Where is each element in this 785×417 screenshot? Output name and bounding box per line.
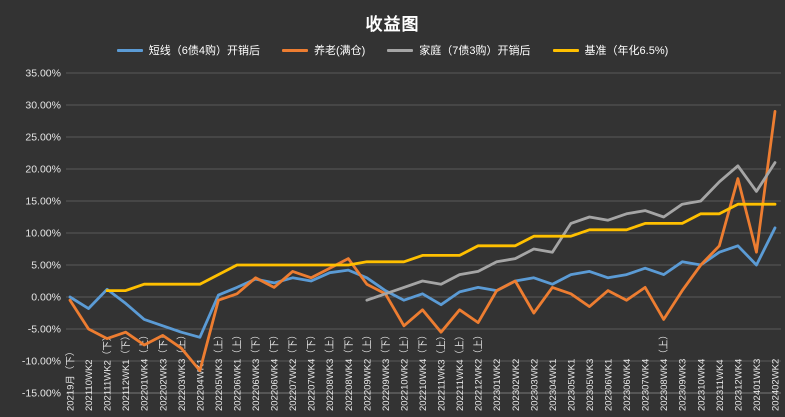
svg-text:202201WK4（上）: 202201WK4（上） bbox=[139, 330, 151, 411]
svg-text:202206WK4（下）: 202206WK4（下） bbox=[269, 330, 281, 411]
svg-text:202306WK1: 202306WK1 bbox=[604, 359, 615, 411]
svg-text:202209WK2（上）: 202209WK2（上） bbox=[361, 330, 373, 411]
svg-text:202206WK1（上）: 202206WK1（上） bbox=[231, 330, 243, 411]
svg-text:202301WK2: 202301WK2 bbox=[492, 359, 503, 411]
legend-item-short-term: 短线（6债4购）开销后 bbox=[116, 42, 260, 58]
legend-label-benchmark: 基准（年化6.5%) bbox=[584, 45, 669, 57]
svg-text:202208WK4（下）: 202208WK4（下） bbox=[343, 330, 355, 411]
svg-text:25.00%: 25.00% bbox=[25, 132, 61, 144]
svg-text:35.00%: 35.00% bbox=[25, 68, 61, 80]
svg-text:20.00%: 20.00% bbox=[25, 164, 61, 176]
svg-text:202208WK3（上）: 202208WK3（上） bbox=[324, 330, 336, 411]
svg-text:5.00%: 5.00% bbox=[31, 260, 61, 272]
svg-text:0.00%: 0.00% bbox=[31, 292, 61, 304]
svg-text:202312WK4: 202312WK4 bbox=[733, 359, 744, 411]
svg-text:202112WK1（下）: 202112WK1（下） bbox=[120, 331, 132, 411]
svg-text:202302WK2: 202302WK2 bbox=[511, 359, 522, 411]
svg-text:202209WK3（下）: 202209WK3（下） bbox=[380, 330, 392, 411]
line-chart: 35.00% 30.00% 25.00% 20.00% 15.00% 10.00% 5.00… bbox=[22, 68, 782, 412]
svg-text:202307WK4: 202307WK4 bbox=[641, 359, 652, 411]
svg-text:202402WK2: 202402WK2 bbox=[771, 359, 782, 411]
svg-text:202207WK4（下）: 202207WK4（下） bbox=[306, 330, 318, 411]
svg-text:20219月（下）: 20219月（下） bbox=[65, 347, 77, 411]
svg-text:202207WK2（下）: 202207WK2（下） bbox=[287, 330, 299, 411]
legend-swatch-pension bbox=[281, 48, 308, 52]
svg-text:202211WK3（上）: 202211WK3（上） bbox=[436, 331, 448, 411]
legend-item-pension: 养老(满仓) bbox=[281, 42, 366, 58]
svg-text:202111WK2（下）: 202111WK2（下） bbox=[102, 332, 114, 411]
svg-text:202401WK3: 202401WK3 bbox=[752, 359, 763, 411]
legend-swatch-short-term bbox=[116, 48, 143, 52]
legend-label-short-term: 短线（6债4购）开销后 bbox=[148, 45, 260, 57]
svg-text:10.00%: 10.00% bbox=[25, 228, 61, 240]
chart-title: 收益图 bbox=[365, 15, 420, 34]
svg-text:202308WK4（上）: 202308WK4（上） bbox=[658, 330, 670, 411]
svg-text:202210WK2（上）: 202210WK2（上） bbox=[398, 330, 410, 411]
svg-text:202203WK3（上）: 202203WK3（上） bbox=[176, 330, 188, 411]
svg-text:-5.00%: -5.00% bbox=[28, 324, 61, 336]
svg-text:202210WK4（下）: 202210WK4（下） bbox=[417, 330, 429, 411]
svg-text:202305WK1: 202305WK1 bbox=[566, 359, 577, 411]
legend-label-pension: 养老(满仓) bbox=[313, 45, 366, 57]
svg-text:202206WK3（下）: 202206WK3（下） bbox=[250, 330, 262, 411]
svg-text:30.00%: 30.00% bbox=[25, 100, 61, 112]
legend-swatch-benchmark bbox=[552, 48, 579, 52]
svg-text:-10.00%: -10.00% bbox=[22, 356, 61, 368]
svg-text:202304WK1: 202304WK1 bbox=[548, 359, 559, 411]
svg-text:202211WK4（上）: 202211WK4（上） bbox=[454, 331, 466, 411]
svg-text:202212WK2（上）: 202212WK2（上） bbox=[473, 330, 485, 411]
legend-item-benchmark: 基准（年化6.5%) bbox=[552, 42, 669, 58]
svg-text:202204WK1: 202204WK1 bbox=[195, 359, 206, 411]
svg-text:202110WK2: 202110WK2 bbox=[84, 359, 95, 411]
legend: 短线（6债4购）开销后 养老(满仓) 家庭（7债3购）开销后 基准（年化6.5%… bbox=[0, 41, 785, 59]
svg-text:202306WK4: 202306WK4 bbox=[622, 359, 633, 411]
svg-text:202311WK4: 202311WK4 bbox=[715, 359, 726, 411]
svg-text:202205WK3（上）: 202205WK3（上） bbox=[213, 330, 225, 411]
svg-text:202309WK3: 202309WK3 bbox=[678, 359, 689, 411]
svg-text:202310WK4: 202310WK4 bbox=[696, 359, 707, 411]
legend-swatch-family bbox=[387, 48, 414, 52]
plot-area: 35.00% 30.00% 25.00% 20.00% 15.00% 10.00% 5.00… bbox=[0, 58, 785, 417]
legend-item-family: 家庭（7债3购）开销后 bbox=[387, 42, 531, 58]
legend-label-family: 家庭（7债3购）开销后 bbox=[419, 45, 531, 57]
svg-text:15.00%: 15.00% bbox=[25, 196, 61, 208]
svg-text:202202WK3（下）: 202202WK3（下） bbox=[157, 330, 169, 411]
svg-text:202303WK2: 202303WK2 bbox=[529, 359, 540, 411]
svg-text:202305WK3: 202305WK3 bbox=[585, 359, 596, 411]
svg-text:-15.00%: -15.00% bbox=[22, 388, 61, 400]
